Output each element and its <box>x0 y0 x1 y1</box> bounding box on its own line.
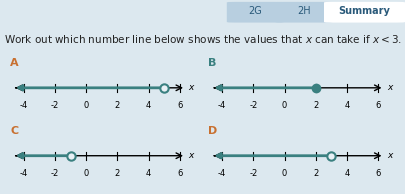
Text: 2G: 2G <box>248 6 262 16</box>
Text: 2: 2 <box>313 101 318 110</box>
Text: $x$: $x$ <box>188 151 196 160</box>
Text: 0: 0 <box>83 101 89 110</box>
Text: -4: -4 <box>19 169 28 178</box>
Text: 6: 6 <box>177 101 182 110</box>
Text: -4: -4 <box>218 169 226 178</box>
Text: Summary: Summary <box>339 6 390 16</box>
Text: 0: 0 <box>83 169 89 178</box>
Text: 2H: 2H <box>297 6 311 16</box>
Text: -2: -2 <box>249 101 258 110</box>
Text: 6: 6 <box>375 169 381 178</box>
Text: $x$: $x$ <box>188 83 196 92</box>
Text: 2: 2 <box>313 169 318 178</box>
Text: -4: -4 <box>218 101 226 110</box>
Text: 2: 2 <box>115 101 120 110</box>
Text: -2: -2 <box>51 101 59 110</box>
Text: -2: -2 <box>51 169 59 178</box>
Text: 6: 6 <box>177 169 182 178</box>
FancyBboxPatch shape <box>275 2 332 23</box>
Text: D: D <box>209 126 218 136</box>
Text: 4: 4 <box>344 169 350 178</box>
Text: -2: -2 <box>249 169 258 178</box>
Text: 4: 4 <box>146 101 151 110</box>
Text: 6: 6 <box>375 101 381 110</box>
Text: $x$: $x$ <box>387 83 394 92</box>
Text: 4: 4 <box>344 101 350 110</box>
FancyBboxPatch shape <box>227 2 284 23</box>
Text: 0: 0 <box>282 169 287 178</box>
Text: 4: 4 <box>146 169 151 178</box>
Text: A: A <box>10 58 19 68</box>
Text: Work out which number line below shows the values that $x$ can take if $x < 3$.: Work out which number line below shows t… <box>4 33 402 45</box>
Text: -4: -4 <box>19 101 28 110</box>
Text: C: C <box>10 126 18 136</box>
Text: 0: 0 <box>282 101 287 110</box>
Text: B: B <box>209 58 217 68</box>
Text: 2: 2 <box>115 169 120 178</box>
FancyBboxPatch shape <box>324 2 405 23</box>
Text: $x$: $x$ <box>387 151 394 160</box>
